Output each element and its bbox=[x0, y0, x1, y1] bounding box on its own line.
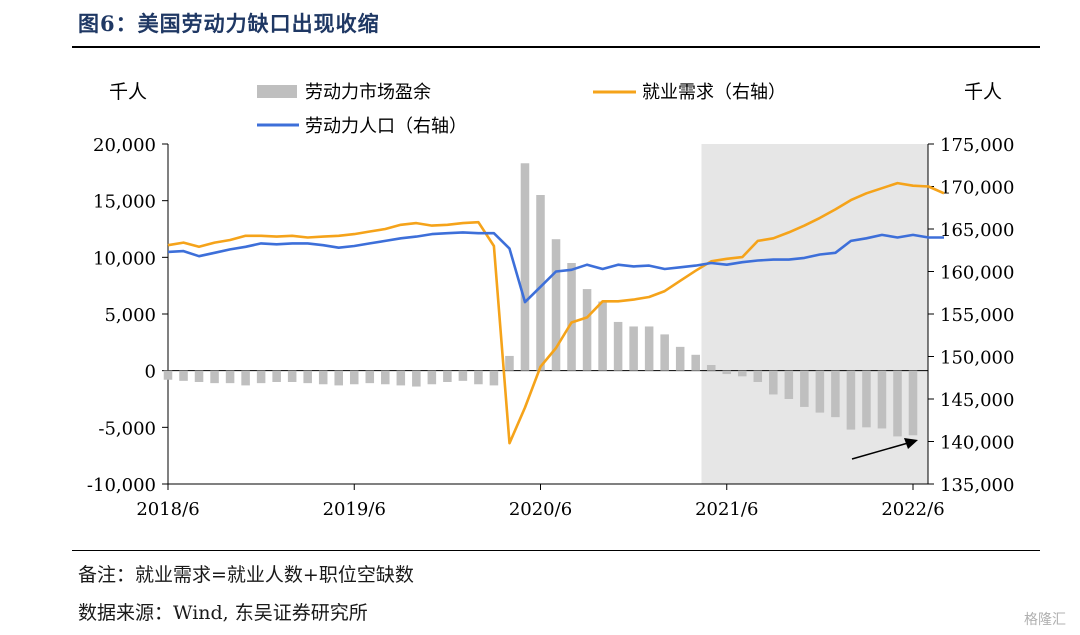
x-tick-label: 2022/6 bbox=[881, 499, 944, 520]
bottom-rule bbox=[72, 550, 1040, 551]
left-tick-label: 10,000 bbox=[93, 248, 156, 269]
watermark: 格隆汇 bbox=[1024, 612, 1066, 628]
plot-area: 20,000 15,000 10,000 5,000 0 -5,000 -10,000 175… bbox=[87, 135, 1015, 520]
bar bbox=[318, 370, 328, 385]
bar bbox=[722, 370, 732, 375]
x-tick-label: 2021/6 bbox=[695, 499, 758, 520]
bar bbox=[194, 370, 204, 382]
bar bbox=[225, 370, 235, 384]
left-tick-label: 5,000 bbox=[104, 305, 156, 326]
top-rule bbox=[72, 46, 1040, 48]
figure-title: 图6：美国劳动力缺口出现收缩 bbox=[78, 11, 380, 36]
left-tick-label: 0 bbox=[145, 362, 156, 383]
bar bbox=[349, 370, 359, 385]
left-tick-label: -5,000 bbox=[98, 418, 156, 439]
right-tick-label: 145,000 bbox=[940, 390, 1014, 411]
right-tick-label: 155,000 bbox=[940, 305, 1014, 326]
bar bbox=[815, 370, 825, 413]
labor-force-line bbox=[167, 231, 944, 304]
bar bbox=[893, 370, 902, 437]
right-axis-unit: 千人 bbox=[964, 81, 1002, 103]
chart: 千人 千人 劳动力市场盈余 就业需求（右轴） 劳动力人口（右轴） 20,000 1… bbox=[87, 81, 1015, 520]
right-tick-label: 165,000 bbox=[940, 220, 1014, 241]
bar bbox=[303, 370, 312, 384]
right-tick-label: 140,000 bbox=[940, 433, 1014, 454]
right-tick-label: 150,000 bbox=[940, 348, 1014, 369]
bar bbox=[536, 195, 545, 371]
bar bbox=[567, 263, 576, 371]
chart-source: 数据来源：Wind, 东吴证券研究所 bbox=[78, 602, 368, 624]
x-tick-label: 2020/6 bbox=[509, 499, 572, 520]
bar bbox=[644, 326, 654, 371]
bar bbox=[660, 334, 669, 371]
x-tick-label: 2018/6 bbox=[136, 499, 199, 520]
left-axis-unit: 千人 bbox=[109, 81, 147, 103]
bar bbox=[241, 370, 250, 386]
bar bbox=[256, 370, 266, 384]
bar bbox=[520, 163, 530, 371]
bar bbox=[908, 370, 918, 436]
bar bbox=[769, 370, 778, 395]
bar bbox=[381, 370, 390, 385]
bar bbox=[179, 370, 188, 381]
bar bbox=[427, 370, 437, 385]
right-tick-label: 160,000 bbox=[940, 263, 1014, 284]
bar bbox=[287, 370, 297, 382]
annotation-arrow-head bbox=[904, 438, 918, 449]
bar bbox=[800, 370, 809, 407]
bar bbox=[613, 321, 623, 371]
bar bbox=[412, 370, 421, 387]
bar bbox=[458, 370, 468, 381]
chart-note: 备注：就业需求=就业人数+职位空缺数 bbox=[78, 564, 414, 586]
bar bbox=[862, 370, 871, 428]
bar bbox=[272, 370, 281, 382]
bar bbox=[846, 370, 856, 430]
bar bbox=[334, 370, 343, 386]
bar bbox=[489, 370, 499, 386]
legend-swatch-surplus bbox=[257, 85, 297, 98]
legend-label-demand: 就业需求（右轴） bbox=[642, 82, 786, 103]
bar bbox=[474, 370, 483, 385]
employment-demand-line bbox=[167, 181, 945, 445]
bar bbox=[877, 370, 887, 429]
bar bbox=[598, 301, 607, 371]
bar bbox=[582, 289, 592, 371]
shaded-region bbox=[701, 144, 928, 484]
bar bbox=[551, 239, 561, 371]
right-tick-label: 135,000 bbox=[940, 475, 1014, 496]
left-tick-label: 15,000 bbox=[93, 192, 156, 213]
bar bbox=[629, 326, 638, 371]
left-tick-label: 20,000 bbox=[93, 135, 156, 156]
legend-label-surplus: 劳动力市场盈余 bbox=[305, 82, 431, 103]
bar bbox=[443, 370, 452, 382]
bar bbox=[784, 370, 794, 399]
legend: 劳动力市场盈余 就业需求（右轴） 劳动力人口（右轴） bbox=[257, 82, 786, 137]
bar bbox=[210, 370, 219, 384]
left-tick-label: -10,000 bbox=[87, 475, 156, 496]
bar bbox=[675, 346, 685, 371]
annotation-arrow-shaft bbox=[851, 442, 909, 460]
bar bbox=[163, 370, 173, 380]
bar bbox=[396, 370, 406, 386]
bar bbox=[831, 370, 840, 418]
x-tick-label: 2019/6 bbox=[323, 499, 386, 520]
right-tick-label: 170,000 bbox=[940, 178, 1014, 199]
bar bbox=[365, 370, 375, 384]
bar bbox=[753, 370, 763, 382]
bar bbox=[738, 370, 747, 377]
legend-label-labor-force: 劳动力人口（右轴） bbox=[305, 116, 467, 137]
bar bbox=[706, 365, 716, 371]
right-tick-label: 175,000 bbox=[940, 135, 1014, 156]
bar bbox=[691, 354, 700, 371]
bar bbox=[505, 355, 514, 371]
